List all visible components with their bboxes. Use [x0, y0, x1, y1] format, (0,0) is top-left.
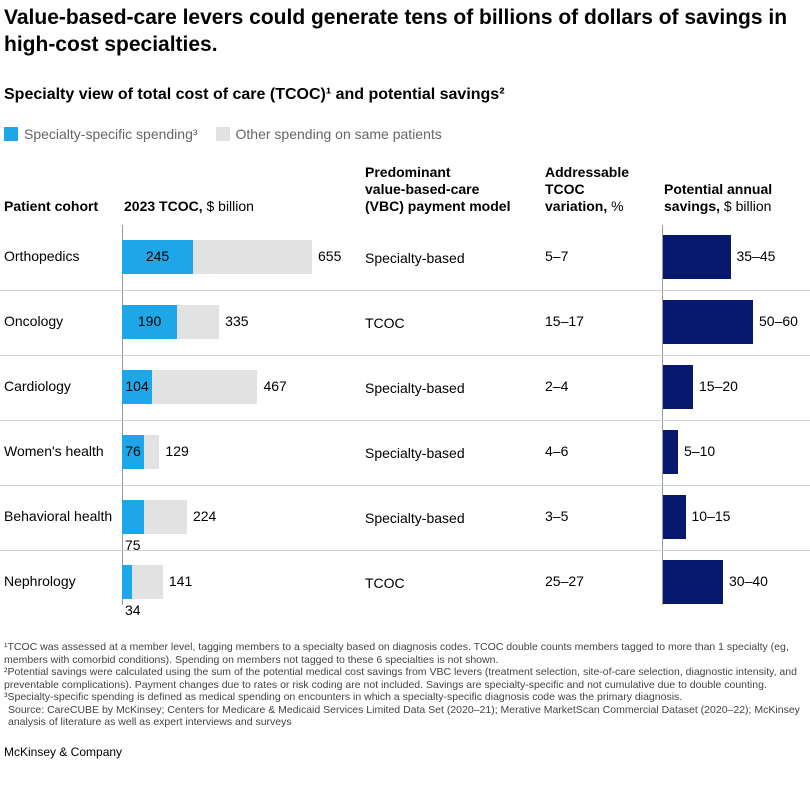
savings-axis-line: [662, 225, 663, 605]
footnote-2: ²Potential savings were calculated using…: [4, 666, 797, 691]
payment-model-value: Specialty-based: [365, 380, 465, 396]
header-payment-model: Predominant value-based-care (VBC) payme…: [365, 164, 511, 214]
footnotes: ¹TCOC was assessed at a member level, ta…: [4, 641, 809, 729]
payment-model-value: TCOC: [365, 575, 405, 591]
cohort-label: Oncology: [4, 313, 64, 329]
cohort-label: Behavioral health: [4, 508, 113, 524]
specialty-value-label: 75: [125, 537, 141, 553]
header-tcoc: 2023 TCOC, $ billion: [124, 198, 254, 214]
bar-specialty-spending: [122, 305, 178, 339]
legend-item-specialty: Specialty-specific spending³: [4, 126, 198, 142]
bar-savings: [663, 235, 731, 279]
header-savings: Potential annual savings, $ billion: [664, 181, 773, 214]
specialty-value-label: 104: [125, 378, 149, 394]
row-separator: [0, 485, 810, 486]
row-separator: [0, 290, 810, 291]
bar-specialty-spending: [122, 500, 144, 534]
specialty-value-label: 76: [125, 443, 141, 459]
row-separator: [0, 355, 810, 356]
addressable-variation-value: 5–7: [545, 248, 569, 264]
payment-model-value: Specialty-based: [365, 445, 465, 461]
bar-specialty-spending: [122, 240, 194, 274]
addressable-variation-value: 25–27: [545, 573, 584, 589]
cohort-label: Nephrology: [4, 573, 76, 589]
specialty-value-label: 34: [125, 602, 141, 618]
chart-title: Value-based-care levers could generate t…: [4, 6, 788, 56]
bar-savings: [663, 560, 723, 604]
legend-label-other: Other spending on same patients: [235, 126, 442, 142]
total-value-label: 141: [168, 573, 193, 589]
savings-value-label: 10–15: [691, 508, 731, 524]
bar-savings: [663, 495, 686, 539]
bar-savings: [663, 430, 678, 474]
total-value-label: 335: [225, 313, 249, 329]
cohort-label: Women's health: [4, 443, 104, 459]
savings-value-label: 30–40: [729, 573, 768, 589]
bar-savings: [663, 365, 693, 409]
savings-value-label: 50–60: [759, 313, 798, 329]
brand-name: McKinsey & Company: [4, 745, 123, 759]
legend-label-specialty: Specialty-specific spending³: [24, 126, 198, 142]
cohort-label: Orthopedics: [4, 248, 80, 264]
bar-savings: [663, 300, 753, 344]
chart-area: Orthopedics 245 655 Specialty-based 5–7 35–45…: [0, 225, 810, 618]
bar-specialty-spending: [122, 435, 145, 469]
chart-subtitle: Specialty view of total cost of care (TC…: [4, 86, 505, 103]
total-value-label: 467: [263, 378, 287, 394]
specialty-value-label: 245: [145, 248, 170, 264]
savings-value-label: 35–45: [736, 248, 776, 264]
addressable-variation-value: 3–5: [545, 508, 569, 524]
legend-swatch-specialty: [4, 127, 18, 141]
addressable-variation-value: 4–6: [545, 443, 569, 459]
total-value-label: 129: [165, 443, 189, 459]
header-addressable-variation: Addressable TCOC variation, %: [545, 164, 630, 214]
payment-model-value: Specialty-based: [365, 250, 465, 266]
payment-model-value: Specialty-based: [365, 510, 465, 526]
footnote-source: Source: CareCUBE by McKinsey; Centers fo…: [8, 703, 800, 729]
savings-value-label: 15–20: [699, 378, 738, 394]
addressable-variation-value: 15–17: [545, 313, 584, 329]
row-separator: [0, 550, 810, 551]
legend: Specialty-specific spending³ Other spend…: [4, 126, 460, 142]
addressable-variation-value: 2–4: [545, 378, 569, 394]
total-value-label: 655: [318, 248, 342, 264]
bar-specialty-spending: [122, 565, 132, 599]
savings-value-label: 5–10: [684, 443, 716, 459]
row-separator: [0, 420, 810, 421]
total-value-label: 224: [192, 508, 217, 524]
cohort-label: Cardiology: [4, 378, 71, 394]
legend-swatch-other: [215, 127, 230, 141]
header-cohort: Patient cohort: [4, 198, 99, 214]
specialty-value-label: 190: [137, 313, 162, 329]
legend-item-other: Other spending on same patients: [215, 126, 442, 142]
footnote-1: ¹TCOC was assessed at a member level, ta…: [4, 641, 789, 666]
bar-specialty-spending: [122, 370, 153, 404]
tcoc-axis-line: [122, 225, 123, 605]
footnote-3: ³Specialty-specific spending is defined …: [4, 691, 683, 703]
payment-model-value: TCOC: [365, 315, 405, 331]
